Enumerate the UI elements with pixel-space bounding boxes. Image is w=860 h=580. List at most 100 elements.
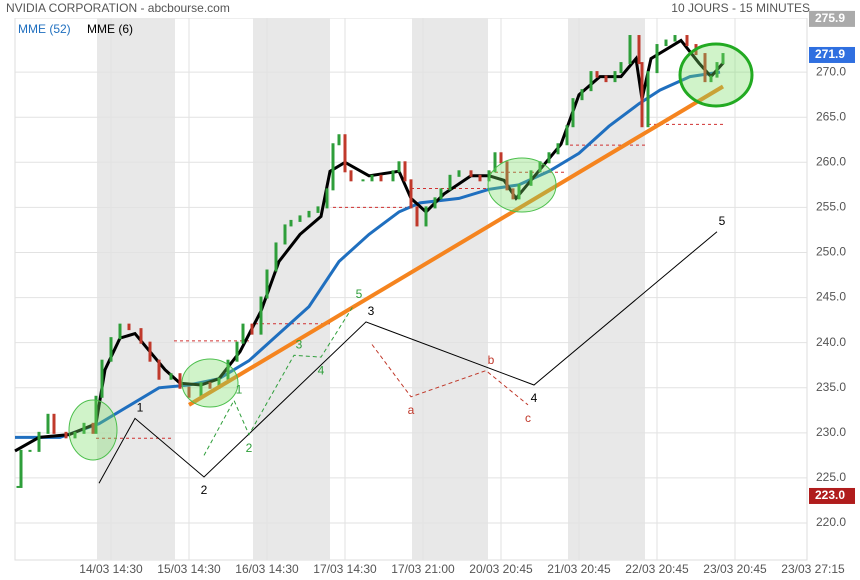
wave-label: 2 [246,441,253,455]
candle [397,161,401,173]
candle [64,431,68,439]
candle [646,71,650,128]
x-tick-label: 16/03 14:30 [235,562,299,576]
candle [127,323,131,331]
x-tick-label: 23/03 20:45 [703,562,767,576]
y-tick-label: 240.0 [816,335,846,349]
session-band [568,18,645,560]
candle [46,413,50,434]
x-tick-label: 20/03 20:45 [469,562,533,576]
candle [715,62,719,78]
y-tick-label: 270.0 [816,64,846,78]
highlight-circle [181,358,239,408]
highlight-circle [487,157,557,213]
candle [589,71,593,92]
candle [556,143,560,155]
candle [685,35,689,47]
candle [469,170,473,177]
candle [448,174,452,191]
candle [265,269,269,299]
candle [361,179,365,182]
wave-line [98,231,718,484]
candle [325,188,329,209]
highlight-circle [68,399,118,461]
wave-label: 1 [236,383,243,397]
trend-line [187,84,725,407]
candle [91,422,95,434]
highlight-circle [678,42,754,108]
candle [307,210,311,218]
candle [379,174,383,182]
candle [250,323,254,335]
candle [274,242,278,272]
candle [673,35,677,42]
wave-label: b [488,353,495,367]
candle [283,224,287,245]
wave-label: 1 [137,401,144,415]
chart-title: NVIDIA CORPORATION - abcbourse.com [6,1,230,15]
x-tick-label: 17/03 14:30 [313,562,377,576]
candle [109,337,113,362]
candle [493,152,497,173]
candle [571,98,575,128]
y-tick-label: 225.0 [816,470,846,484]
candle [439,188,443,200]
candle [565,125,569,146]
price-tag [809,487,855,504]
candle [331,143,335,191]
candle [709,75,713,83]
candle [478,174,482,182]
candle [226,359,230,380]
candle [547,152,551,164]
candle [613,71,617,83]
candle [640,62,644,128]
candle [208,382,212,389]
session-band [412,18,488,560]
price-tag-label: 275.9 [815,11,845,25]
candle [241,323,245,344]
wave-label: 4 [318,363,325,377]
candle [529,170,533,186]
candle [235,341,239,362]
candle [403,161,407,182]
candle [28,449,32,452]
candle [580,89,584,101]
candle [457,170,461,177]
wave-label: c [525,411,531,425]
x-tick-label: 22/03 20:45 [625,562,689,576]
wave-label: 3 [296,337,303,351]
price-tag-label: 223.0 [815,488,845,502]
candle [409,179,413,209]
price-tag-label: 271.9 [815,47,845,61]
candle [259,296,263,335]
x-tick-label: 15/03 14:30 [157,562,221,576]
y-tick-label: 260.0 [816,154,846,168]
session-band [97,18,175,560]
candle [391,170,395,182]
candle [139,328,143,344]
wave-label: a [408,403,415,417]
candle [73,431,77,439]
wave-label: 4 [531,391,538,405]
price-tag [809,46,855,63]
candle [169,373,173,380]
candle [37,431,41,452]
candle [19,449,23,488]
header-bg [0,0,860,18]
legend-entry: MME (52) [18,22,71,36]
chart-subtitle: 10 JOURS - 15 MINUTES [671,1,810,15]
x-tick-label: 23/03 27:15 [781,562,845,576]
candle [217,377,221,389]
candle [517,183,521,200]
plot-area [14,17,808,561]
y-tick-label: 220.0 [816,515,846,529]
candle [298,215,302,222]
candle [511,188,515,200]
x-tick-label: 14/03 14:30 [79,562,143,576]
candle [343,134,347,173]
y-tick-label: 255.0 [816,200,846,214]
candle [82,422,86,434]
candle [289,219,293,227]
